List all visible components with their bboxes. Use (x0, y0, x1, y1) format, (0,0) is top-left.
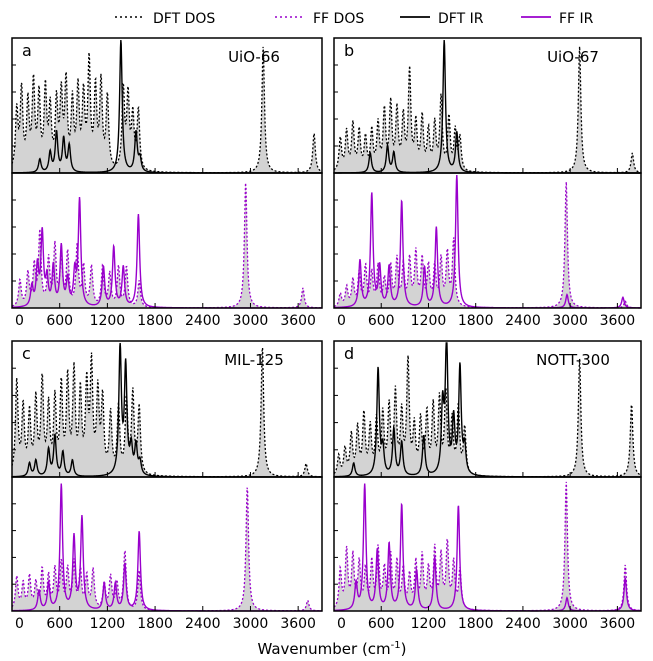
dos-fill-b-dft (334, 46, 641, 173)
legend: DFT DOS FF DOS DFT IR FF IR (115, 11, 594, 27)
x-tick-label: 3000 (552, 313, 588, 329)
x-tick-label: 0 (337, 616, 346, 632)
ff-subplot-a (11, 172, 323, 309)
x-tick-label: 3600 (600, 616, 636, 632)
x-tick-label: 0 (15, 313, 24, 329)
x-tick-label: 600 (368, 313, 395, 329)
panel-letter-a: a (22, 41, 32, 60)
subplot-frame (333, 172, 642, 309)
panel-title-a: UiO-66 (228, 48, 280, 66)
panel-b: 0 600 1200 1800 2400 3000 3600 b UiO-67 (333, 37, 642, 329)
panel-a: 0 600 1200 1800 2400 3000 3600 a UiO-66 (11, 37, 323, 329)
legend-label-ff-dos: FF DOS (313, 11, 364, 27)
x-axis-label: Wavenumber (cm-1) (257, 640, 406, 658)
x-tick-label: 1800 (458, 616, 494, 632)
legend-label-dft-dos: DFT DOS (153, 11, 215, 27)
dos-fill-c-dft (12, 347, 322, 477)
panel-title-c: MIL-125 (224, 351, 284, 369)
x-tick-label: 0 (15, 616, 24, 632)
x-tick-label: 1200 (411, 616, 447, 632)
x-tick-label: 1200 (90, 616, 126, 632)
x-tick-label: 600 (368, 616, 395, 632)
x-tick-label: 2400 (505, 616, 541, 632)
x-tick-label: 1200 (411, 313, 447, 329)
x-tick-label: 3000 (552, 616, 588, 632)
x-tick-label: 1800 (137, 616, 173, 632)
dos-fill-d-dft (334, 355, 641, 477)
ff-subplot-d (333, 476, 642, 612)
legend-label-dft-ir: DFT IR (438, 11, 484, 27)
ff-subplot-c (11, 476, 323, 612)
x-tick-label: 0 (337, 313, 346, 329)
subplot-frame (333, 476, 642, 612)
x-tick-label: 2400 (185, 313, 221, 329)
x-tick-label: 3600 (600, 313, 636, 329)
dos-fill-b-ff (334, 181, 641, 308)
subplot-frame (11, 476, 323, 612)
legend-label-ff-ir: FF IR (559, 11, 594, 27)
dos-fill-a-ff (12, 182, 322, 308)
x-tick-label: 3000 (233, 313, 269, 329)
panel-d: 0 600 1200 1800 2400 3000 3600 d NOTT-300 (333, 340, 642, 632)
x-tick-label: 1800 (458, 313, 494, 329)
panel-letter-d: d (344, 344, 354, 363)
x-tick-label: 2400 (505, 313, 541, 329)
x-tick-label: 1200 (90, 313, 126, 329)
panel-title-d: NOTT-300 (536, 351, 610, 369)
ir-line-d-ff (333, 483, 642, 612)
ir-line-a-ff (11, 196, 322, 309)
x-tick-label: 2400 (185, 616, 221, 632)
x-tick-label: 3000 (233, 616, 269, 632)
panel-letter-c: c (22, 344, 31, 363)
panels: 0 600 1200 1800 2400 3000 3600 a UiO-66 0 600 1200 1… (11, 37, 642, 632)
panel-title-b: UiO-67 (547, 48, 599, 66)
dos-fill-c-ff (12, 487, 322, 611)
x-tick-label: 3600 (280, 616, 316, 632)
subplot-frame (11, 172, 323, 309)
ff-subplot-b (333, 172, 642, 309)
dos-line-c-dft (11, 347, 323, 478)
x-tick-label: 600 (46, 616, 73, 632)
panel-letter-b: b (344, 41, 354, 60)
x-tick-label: 600 (46, 313, 73, 329)
x-tick-label: 1800 (137, 313, 173, 329)
dos-line-b-dft (333, 46, 642, 174)
panel-c: 0 600 1200 1800 2400 3000 3600 c MIL-125 (11, 340, 323, 632)
x-tick-label: 3600 (280, 313, 316, 329)
